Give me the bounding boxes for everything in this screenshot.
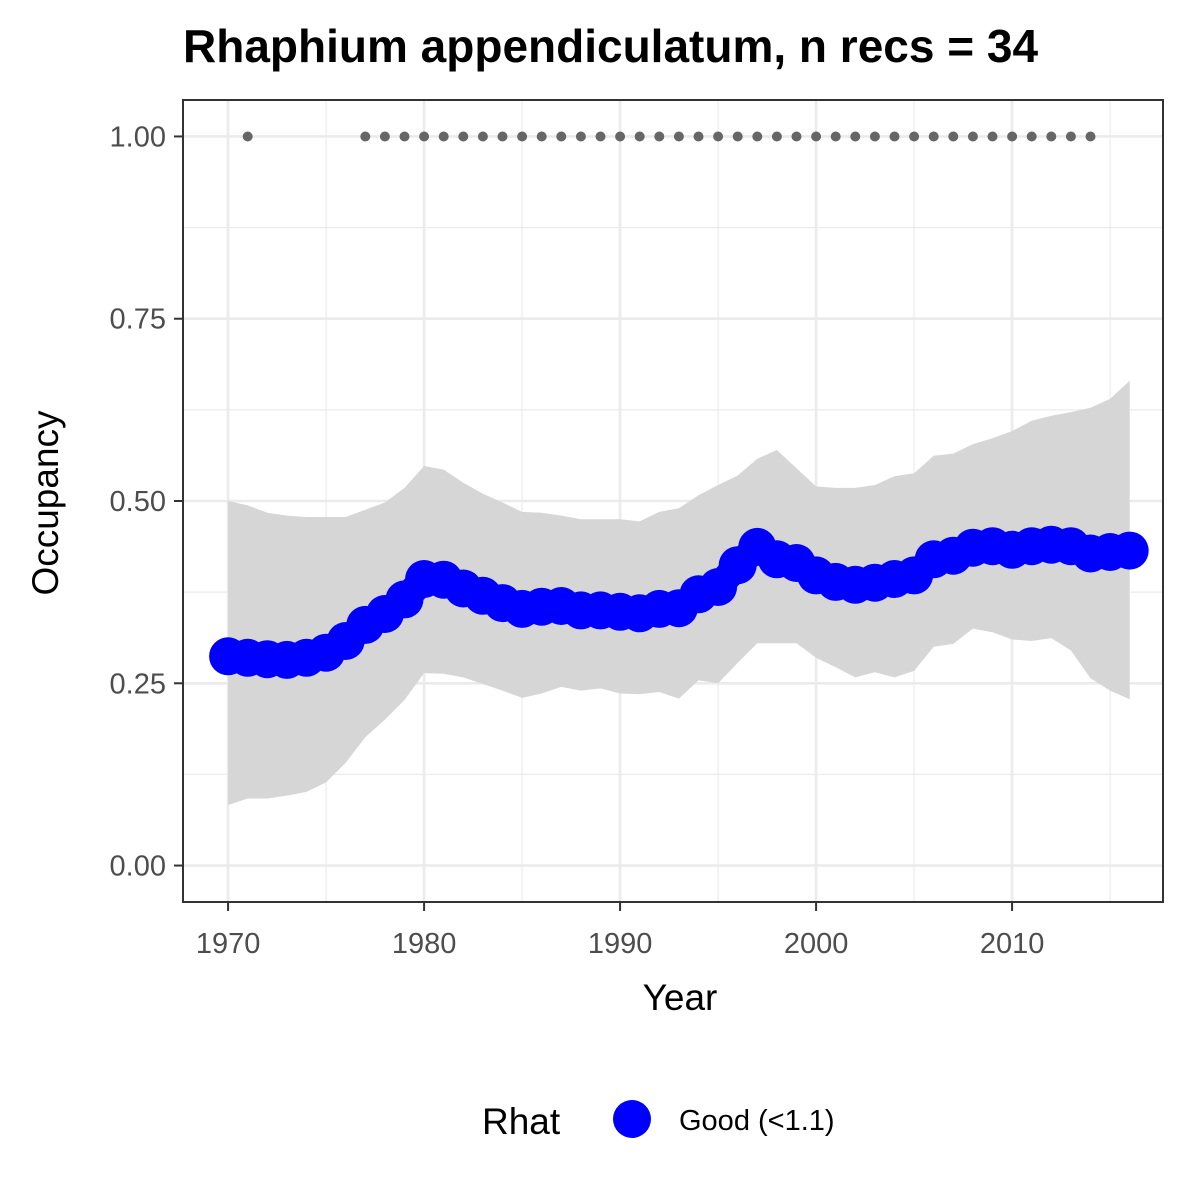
record-point-1985 [517,131,528,142]
record-point-1986 [536,131,547,142]
record-point-1994 [693,131,704,142]
record-points [242,131,1096,142]
occupancy-estimate-points [209,525,1149,679]
y-tick-label-1: 0.25 [110,668,166,700]
record-point-2006 [928,131,939,142]
record-point-2004 [889,131,900,142]
record-point-1995 [713,131,724,142]
x-axis: 1970 1980 1990 2000 2010 [196,902,1045,960]
record-point-1981 [438,131,449,142]
chart-title: Rhaphium appendiculatum, n recs = 34 [183,20,1038,72]
record-point-1982 [458,131,469,142]
y-tick-label-0: 0.00 [110,851,166,883]
y-axis-ticks: 0.00 0.25 0.50 0.75 1.00 [110,121,183,883]
record-point-2008 [967,131,978,142]
x-axis-title: Year [643,977,718,1018]
record-point-1997 [752,131,763,142]
y-tick-label-2: 0.50 [110,486,166,518]
x-tick-label-1: 1980 [392,928,457,960]
record-point-1978 [379,131,390,142]
x-tick-label-3: 2000 [784,928,849,960]
record-point-1993 [673,131,684,142]
record-point-2007 [948,131,959,142]
record-point-2005 [909,131,920,142]
record-point-2002 [850,131,861,142]
record-point-2003 [869,131,880,142]
record-point-2001 [830,131,841,142]
x-tick-label-0: 1970 [196,928,261,960]
record-point-1989 [595,131,606,142]
record-point-2013 [1065,131,1076,142]
y-tick-label-4: 1.00 [110,121,166,153]
y-tick-label-3: 0.75 [110,304,166,336]
record-point-1987 [556,131,567,142]
record-point-1996 [732,131,743,142]
record-point-1984 [497,131,508,142]
record-point-1991 [634,131,645,142]
record-point-1988 [575,131,586,142]
record-point-1999 [791,131,802,142]
record-point-2011 [1026,131,1037,142]
record-point-2000 [811,131,822,142]
y-axis-title: Occupancy [25,410,66,596]
record-point-2010 [1007,131,1018,142]
record-point-1979 [399,131,410,142]
record-point-1971 [242,131,253,142]
legend-title: Rhat [482,1101,561,1142]
legend-label-good: Good (<1.1) [679,1105,835,1137]
x-axis-ticks: 1970 1980 1990 2000 2010 [196,902,1045,960]
y-axis: 0.00 0.25 0.50 0.75 1.00 [110,121,183,883]
record-point-2012 [1046,131,1057,142]
x-tick-label-4: 2010 [980,928,1045,960]
record-point-2014 [1085,131,1096,142]
legend-key-good [613,1100,651,1138]
record-point-1983 [477,131,488,142]
record-point-1990 [615,131,626,142]
record-point-1977 [360,131,371,142]
x-tick-label-2: 1990 [588,928,653,960]
legend: Rhat Good (<1.1) [482,1100,835,1142]
record-point-2009 [987,131,998,142]
record-point-1998 [771,131,782,142]
record-point-1992 [654,131,665,142]
record-point-1980 [419,131,430,142]
estimate-point-2016 [1110,531,1149,570]
